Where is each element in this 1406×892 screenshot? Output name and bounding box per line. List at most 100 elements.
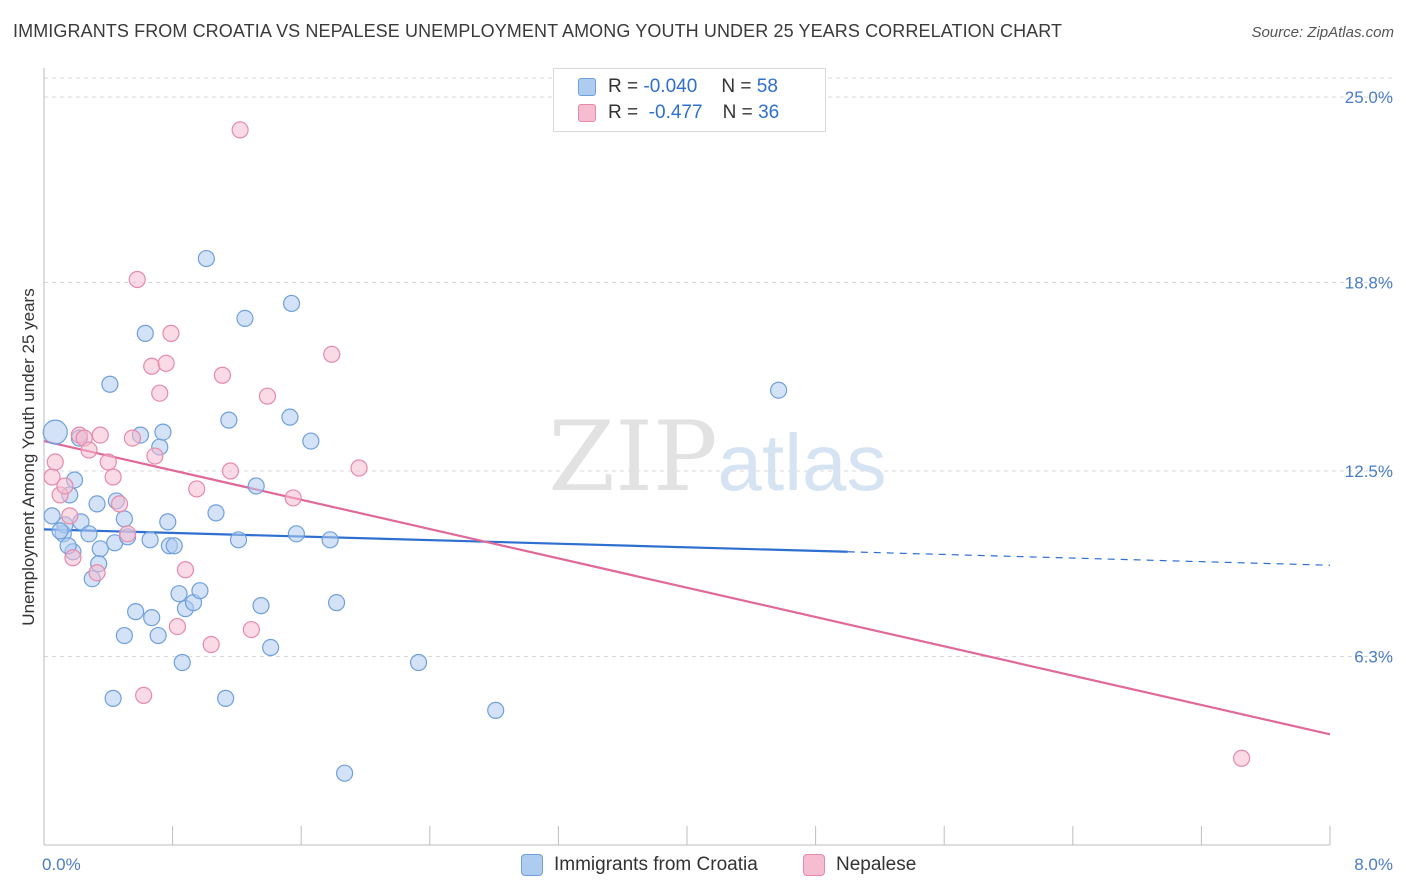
x-tick-label: 8.0% — [1354, 855, 1393, 874]
legend-n-value: 36 — [758, 102, 780, 123]
point-nepalese — [258, 387, 277, 405]
y-tick-label: 25.0% — [1345, 88, 1393, 107]
point-croatia — [262, 638, 280, 657]
grid-lines — [44, 77, 1395, 658]
point-nepalese — [88, 564, 106, 582]
point-croatia — [252, 597, 270, 615]
point-croatia — [80, 525, 98, 543]
trendline-croatia-extension — [847, 551, 1331, 566]
point-nepalese — [123, 429, 142, 447]
point-croatia — [43, 507, 61, 525]
x-tick-labels: 0.0% 8.0% — [42, 855, 1393, 874]
point-nepalese — [323, 345, 341, 363]
point-croatia — [247, 477, 265, 495]
data-points — [42, 121, 1251, 782]
point-croatia — [115, 626, 133, 645]
point-croatia — [159, 513, 177, 531]
y-tick-labels: 6.3% 12.5% 18.8% 25.0% — [1345, 88, 1393, 667]
point-nepalese — [242, 620, 260, 639]
trendline-croatia — [43, 528, 848, 553]
point-croatia — [327, 594, 346, 612]
point-croatia — [336, 764, 354, 782]
point-croatia — [281, 408, 299, 426]
y-tick-label: 6.3% — [1354, 648, 1393, 667]
y-axis-label: Unemployment Among Youth under 25 years — [19, 288, 38, 625]
legend-n-value: 58 — [756, 76, 778, 97]
point-nepalese — [350, 459, 368, 477]
legend-swatch-nepalese — [578, 104, 596, 122]
point-croatia — [141, 531, 159, 549]
point-croatia — [282, 294, 301, 313]
point-nepalese — [202, 635, 220, 654]
y-tick-label: 12.5% — [1345, 462, 1393, 481]
point-nepalese — [143, 357, 161, 375]
point-croatia — [229, 531, 248, 549]
point-croatia — [42, 419, 68, 445]
point-nepalese — [80, 441, 98, 459]
axes — [43, 68, 1331, 846]
point-croatia — [127, 603, 145, 621]
point-nepalese — [46, 453, 64, 471]
point-croatia — [770, 381, 788, 399]
point-nepalese — [231, 121, 249, 139]
bottom-legend-swatch-nepalese — [803, 854, 825, 876]
point-croatia — [91, 540, 109, 558]
y-tick-label: 18.8% — [1345, 274, 1393, 293]
point-croatia — [149, 626, 167, 645]
legend-n-label: N = — [721, 76, 752, 97]
bottom-legend-nepalese: Nepalese — [803, 851, 916, 879]
point-nepalese — [128, 270, 146, 289]
legend-r-label: R = — [608, 76, 639, 97]
point-croatia — [170, 585, 188, 603]
x-tick-label: 0.0% — [42, 855, 81, 874]
point-croatia — [287, 525, 305, 543]
point-nepalese — [157, 354, 175, 372]
point-nepalese — [221, 462, 240, 480]
point-nepalese — [99, 453, 117, 471]
point-nepalese — [168, 617, 187, 636]
point-croatia — [101, 375, 119, 393]
point-croatia — [143, 609, 161, 627]
point-nepalese — [162, 324, 180, 342]
point-croatia — [136, 324, 154, 342]
point-croatia — [302, 432, 320, 450]
point-nepalese — [176, 561, 195, 579]
point-nepalese — [91, 426, 109, 444]
point-nepalese — [284, 489, 302, 507]
chart-title: IMMIGRANTS FROM CROATIA VS NEPALESE UNEM… — [13, 21, 1063, 41]
watermark-atlas: atlas — [718, 418, 887, 507]
point-nepalese — [188, 480, 206, 498]
bottom-legend-swatch-croatia — [521, 854, 543, 876]
legend-swatch-croatia — [578, 78, 596, 96]
point-nepalese — [135, 686, 153, 705]
point-croatia — [104, 689, 122, 707]
legend-r-label: R = — [608, 102, 639, 123]
point-nepalese — [151, 384, 169, 402]
bottom-legend-label-croatia: Immigrants from Croatia — [554, 854, 758, 875]
point-nepalese — [110, 495, 129, 513]
point-croatia — [88, 495, 106, 513]
point-croatia — [409, 653, 428, 672]
point-nepalese — [213, 366, 232, 384]
point-croatia — [236, 309, 254, 328]
point-croatia — [51, 522, 69, 540]
point-croatia — [165, 537, 183, 555]
point-croatia — [217, 689, 235, 707]
legend-row-nepalese: R = -0.477 N = 36 — [578, 100, 779, 126]
point-nepalese — [146, 447, 164, 465]
legend-row-croatia: R = -0.040 N = 58 — [578, 74, 778, 100]
point-croatia — [197, 249, 215, 268]
point-croatia — [115, 510, 133, 528]
legend-r-value: -0.477 — [648, 102, 703, 123]
point-nepalese — [64, 549, 82, 567]
point-croatia — [173, 653, 191, 672]
point-nepalese — [104, 468, 122, 486]
point-nepalese — [61, 507, 79, 525]
point-croatia — [487, 701, 505, 719]
correlation-legend: R = -0.040 N = 58 R = -0.477 N = 36 — [553, 68, 826, 132]
bottom-legend-label-nepalese: Nepalese — [836, 854, 917, 875]
legend-n-label: N = — [722, 102, 753, 123]
point-croatia — [191, 582, 209, 600]
watermark-zip: ZIP — [548, 401, 717, 513]
